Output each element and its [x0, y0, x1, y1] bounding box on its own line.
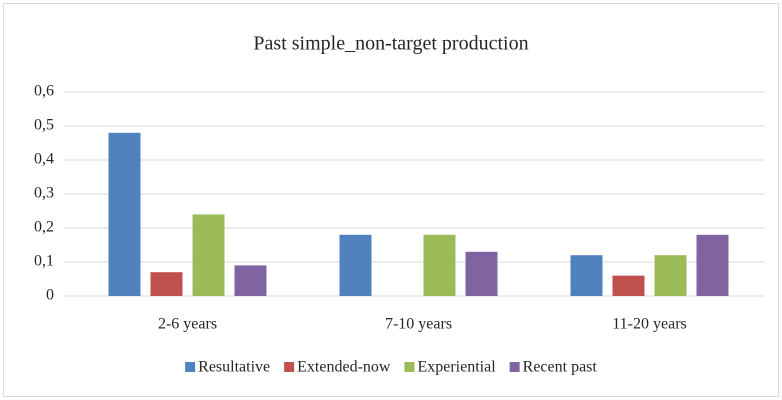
legend-label: Recent past: [523, 359, 598, 376]
x-tick-label: 7-10 years: [385, 316, 452, 333]
y-tick-label: 0,2: [34, 219, 54, 236]
bar: [150, 272, 183, 296]
bar: [570, 255, 603, 296]
bar: [612, 275, 645, 296]
y-tick-label: 0: [46, 287, 54, 304]
bar: [423, 234, 456, 296]
legend-swatch: [404, 362, 415, 372]
legend-label: Resultative: [198, 359, 270, 376]
legend-swatch: [509, 362, 520, 372]
legend-swatch: [284, 362, 295, 372]
legend-label: Extended-now: [297, 359, 391, 376]
bar: [654, 255, 687, 296]
y-tick-label: 0,3: [34, 185, 54, 202]
bar: [192, 214, 225, 296]
legend-label: Experiential: [417, 359, 496, 376]
y-tick-label: 0,6: [34, 83, 54, 100]
chart-title: Past simple_non-target production: [253, 33, 528, 55]
bar: [234, 265, 267, 296]
x-tick-label: 11-20 years: [612, 316, 687, 333]
bar: [465, 251, 498, 296]
y-tick-label: 0,5: [34, 117, 54, 134]
x-tick-label: 2-6 years: [158, 316, 217, 333]
y-tick-label: 0,4: [34, 151, 54, 168]
bar: [108, 132, 141, 296]
bar: [696, 234, 729, 296]
bar: [339, 234, 372, 296]
legend-swatch: [185, 362, 196, 372]
y-tick-label: 0,1: [34, 253, 54, 270]
